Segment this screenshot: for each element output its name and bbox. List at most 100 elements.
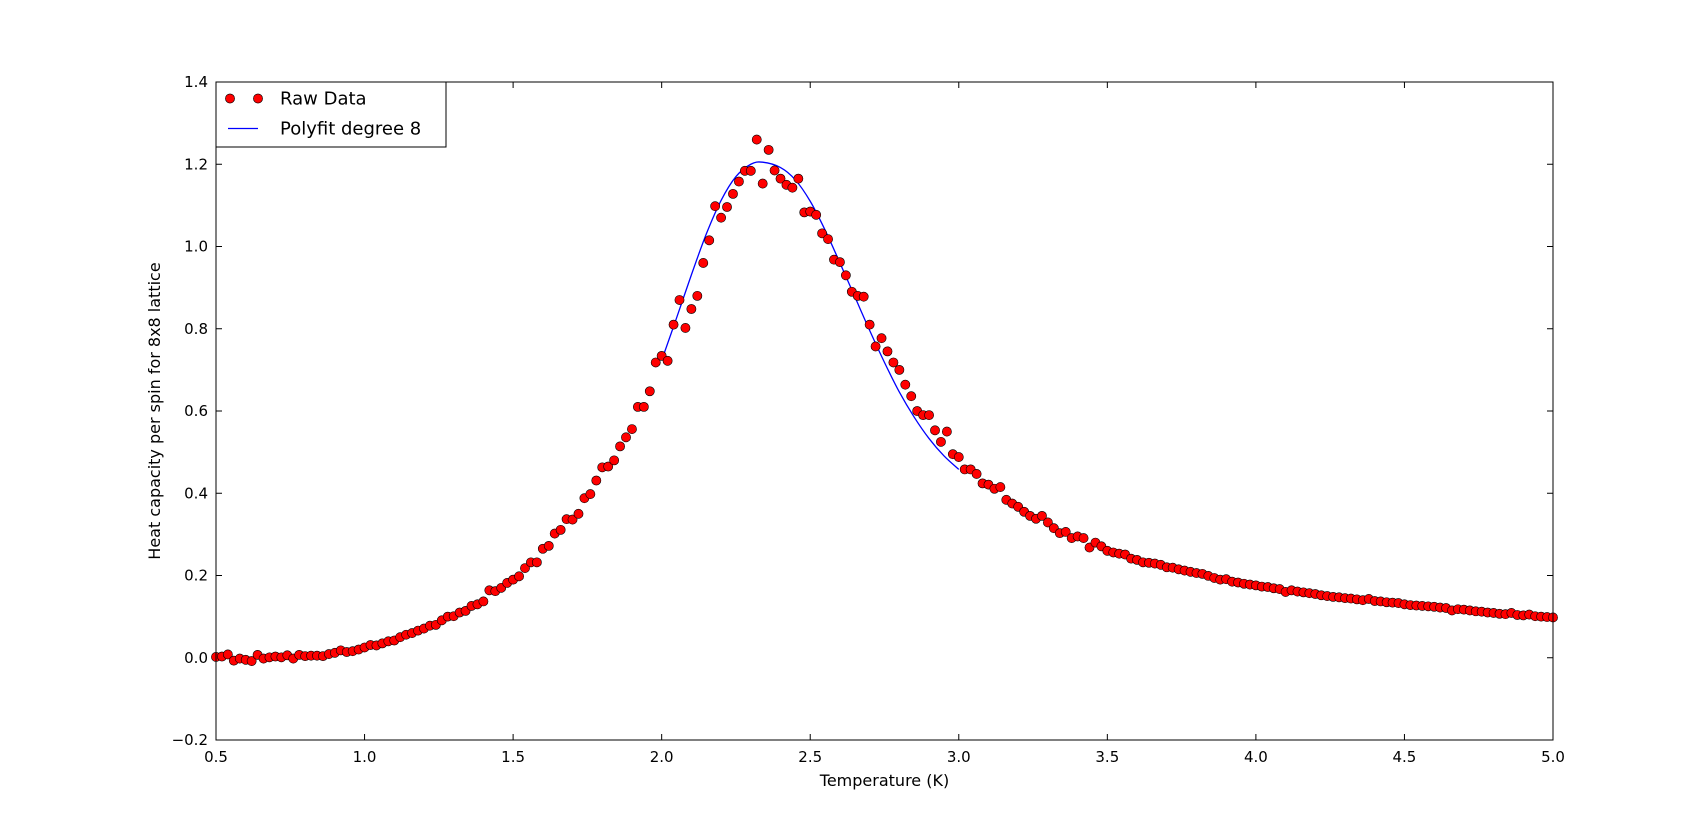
y-tick-label: 0.6 (184, 402, 208, 420)
x-axis-label: Temperature (K) (819, 771, 949, 790)
raw-data-point (888, 357, 899, 368)
raw-data-point (787, 182, 798, 193)
y-tick-label: 1.2 (184, 155, 208, 173)
x-tick-label: 2.5 (798, 748, 822, 766)
x-tick-label: 2.0 (650, 748, 674, 766)
raw-data-point (1060, 527, 1071, 537)
raw-data-point (1078, 533, 1089, 543)
raw-data-point (870, 341, 881, 352)
raw-data-point (995, 482, 1006, 492)
raw-data-point (924, 410, 934, 421)
legend-marker-raw-data-1 (225, 93, 235, 104)
raw-data-point (531, 557, 542, 568)
raw-data-point (793, 173, 804, 184)
raw-data-point (930, 425, 940, 436)
raw-data-point (609, 455, 620, 466)
raw-data-point (585, 489, 596, 499)
x-tick-label: 1.0 (353, 748, 377, 766)
raw-data-point (710, 201, 721, 212)
raw-data-point (763, 144, 774, 155)
raw-data-point (686, 304, 697, 314)
raw-data-points (211, 134, 1558, 666)
raw-data-point (644, 386, 655, 397)
raw-data-point (573, 508, 584, 519)
raw-data-point (864, 319, 875, 330)
polyfit-line (661, 161, 960, 470)
raw-data-point (555, 524, 566, 535)
raw-data-point (734, 176, 744, 187)
x-tick-label: 3.5 (1095, 748, 1119, 766)
plot-area (216, 82, 1553, 740)
x-tick-label: 1.5 (501, 748, 525, 766)
raw-data-point (858, 291, 869, 302)
raw-data-point (751, 134, 762, 145)
raw-data-point (591, 475, 602, 486)
raw-data-point (941, 426, 952, 437)
raw-data-point (722, 202, 732, 212)
raw-data-point (936, 436, 946, 447)
raw-data-point (775, 173, 786, 184)
x-tick-label: 4.0 (1244, 748, 1268, 766)
raw-data-point (900, 379, 911, 390)
y-tick-label: 0.0 (184, 649, 208, 667)
legend-label-polyfit: Polyfit degree 8 (280, 119, 421, 140)
fit-line-layer (661, 161, 960, 470)
raw-data-point (680, 323, 691, 333)
raw-data-point (823, 234, 833, 244)
legend-label-raw-data: Raw Data (280, 89, 367, 110)
raw-data-point (704, 235, 715, 246)
raw-data-point (1037, 510, 1047, 521)
legend-marker-raw-data-2 (253, 93, 263, 104)
raw-data-point (621, 432, 631, 443)
raw-data-point (840, 270, 851, 281)
raw-data-point (650, 357, 661, 368)
raw-data-point (817, 228, 828, 239)
raw-data-point (478, 596, 489, 607)
raw-data-point (627, 424, 637, 434)
raw-data-point (882, 346, 893, 357)
raw-data-point (520, 563, 530, 573)
raw-data-point (615, 441, 625, 452)
x-tick-label: 4.5 (1393, 748, 1417, 766)
x-tick-label: 3.0 (947, 748, 971, 766)
y-axis-ticks: −0.2 0.0 0.2 0.4 0.6 0.8 1.0 1.2 1.4 (172, 73, 1553, 749)
raw-data-point (567, 514, 578, 525)
raw-data-point (894, 364, 905, 375)
y-tick-label: 0.8 (184, 320, 208, 338)
raw-data-point (728, 188, 738, 199)
y-tick-label: −0.2 (172, 731, 208, 749)
raw-data-point (716, 212, 726, 223)
raw-data-point (835, 257, 845, 268)
x-tick-label: 0.5 (204, 748, 228, 766)
raw-data-point (543, 540, 554, 551)
raw-data-point (811, 209, 822, 220)
plot-frame (215, 81, 1554, 741)
y-tick-label: 1.4 (184, 73, 208, 91)
legend: Raw Data Polyfit degree 8 (215, 81, 447, 148)
raw-data-point (692, 290, 703, 301)
raw-data-point (638, 401, 649, 412)
raw-data-point (668, 319, 679, 330)
raw-data-point (876, 333, 887, 344)
y-axis-label: Heat capacity per spin for 8x8 lattice (145, 262, 164, 559)
raw-data-point (514, 571, 524, 582)
raw-data-point (757, 178, 768, 189)
raw-data-point (745, 165, 756, 176)
raw-data-point (971, 469, 982, 479)
legend-box (215, 81, 447, 148)
y-tick-label: 1.0 (184, 238, 208, 256)
x-tick-label: 5.0 (1541, 748, 1565, 766)
raw-data-point (698, 258, 709, 268)
x-axis-ticks: 0.5 1.0 1.5 2.0 2.5 3.0 3.5 4.0 4.5 5.0 (204, 82, 1565, 766)
y-tick-label: 0.2 (184, 567, 208, 585)
raw-data-point (674, 295, 685, 305)
raw-data-point (662, 355, 673, 366)
raw-data-point (769, 165, 780, 176)
y-tick-label: 0.4 (184, 484, 208, 502)
raw-data-point (246, 656, 257, 666)
raw-data-point (1043, 517, 1053, 528)
raw-data-point (906, 391, 917, 402)
raw-data-point (222, 649, 233, 660)
